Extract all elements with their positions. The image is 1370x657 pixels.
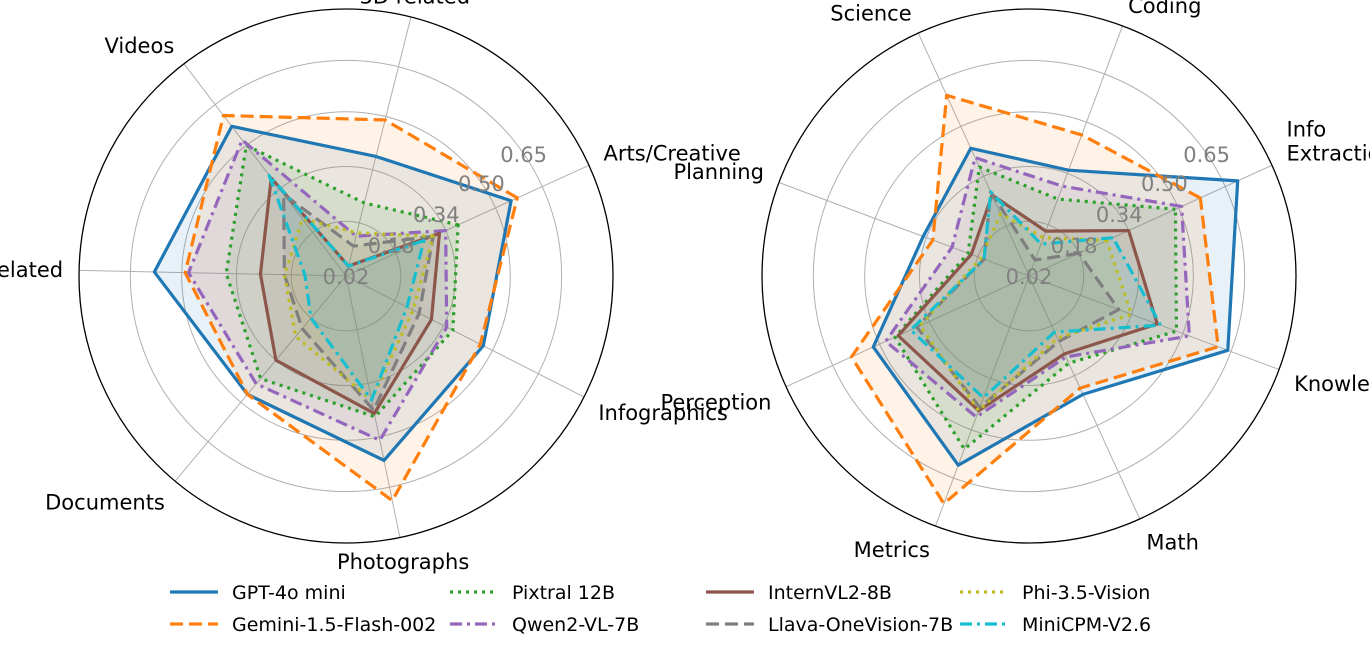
radial-tick-label: 0.18 <box>368 234 415 258</box>
series-fill-llava-onevision-7b <box>916 191 1119 408</box>
legend-label: InternVL2-8B <box>768 582 892 604</box>
grid-spoke <box>1028 25 1123 277</box>
grid-spoke <box>785 275 1030 388</box>
grid-ring <box>129 59 563 493</box>
grid-ring <box>918 165 1140 387</box>
grid-spoke <box>79 269 347 277</box>
grid-spoke <box>935 275 1030 527</box>
category-label: Metrics <box>854 538 930 562</box>
grid-spoke <box>183 63 347 277</box>
series-line-minicpm-v2-6 <box>909 190 1163 400</box>
radial-tick-label: 0.34 <box>1096 203 1143 227</box>
grid-spoke <box>1028 275 1141 520</box>
grid-spoke <box>174 275 347 482</box>
legend-label: Pixtral 12B <box>512 582 615 604</box>
legend-label: Phi-3.5-Vision <box>1022 582 1150 604</box>
grid-spoke <box>345 275 585 398</box>
series-fill-internvl2-8b <box>898 195 1158 411</box>
radial-tick-label: 0.65 <box>500 143 547 167</box>
legend-label: GPT-4o mini <box>232 582 346 604</box>
category-label: Arts/Creative <box>604 142 741 166</box>
series-fill-minicpm-v2-6 <box>910 191 1161 398</box>
grid-spoke <box>917 32 1030 277</box>
series-line-gpt-4o-mini <box>871 146 1240 467</box>
grid-ring <box>290 220 402 332</box>
series-line-llava-onevision-7b <box>282 192 435 412</box>
series-line-qwen2-vl-7b <box>186 138 449 442</box>
legend-label: Llava-OneVision-7B <box>768 614 953 636</box>
category-label: Knowledge <box>1294 372 1370 396</box>
category-label: InfoExtraction <box>1287 118 1370 166</box>
radial-tick-label: 0.50 <box>1141 172 1188 196</box>
legend-label: Qwen2-VL-7B <box>512 614 639 636</box>
grid-ring <box>864 111 1194 441</box>
series-fill-qwen2-vl-7b <box>885 157 1190 418</box>
series-fill-phi-3-5-vision <box>284 218 434 401</box>
series-fill-internvl2-8b <box>260 178 440 414</box>
category-label: Infographics <box>598 401 728 425</box>
grid-spoke <box>1028 275 1280 370</box>
category-label: Videos <box>104 34 174 58</box>
series-fill-pixtral-12b <box>226 145 459 417</box>
legend-label: Gemini-1.5-Flash-002 <box>232 614 436 636</box>
grid-spoke <box>1028 164 1273 277</box>
radial-tick-label: 0.02 <box>1006 265 1053 289</box>
series-line-pixtral-12b <box>893 165 1179 451</box>
series-line-phi-3-5-vision <box>918 212 1134 413</box>
polar-frame <box>78 8 614 544</box>
category-label: Science <box>830 1 911 25</box>
radial-tick-label: 0.50 <box>458 172 505 196</box>
series-line-internvl2-8b <box>258 176 442 416</box>
series-line-internvl2-8b <box>896 193 1159 413</box>
radial-tick-label: 0.02 <box>323 265 370 289</box>
category-label: Photographs <box>337 550 469 574</box>
legend-label: MiniCPM-V2.6 <box>1022 614 1151 636</box>
category-label: Planning <box>673 160 763 184</box>
series-line-gpt-4o-mini <box>152 124 513 462</box>
series-fill-qwen2-vl-7b <box>188 139 447 441</box>
radar-chart-image-categories: 0.02 0.18 0.34 0.50 0.65 Arts/Creative 3D rela… <box>0 0 741 574</box>
grid-ring <box>235 165 457 387</box>
grid-spoke <box>345 16 412 277</box>
grid-ring <box>812 59 1246 493</box>
series-line-llava-onevision-7b <box>915 190 1121 410</box>
series-fill-phi-3-5-vision <box>919 213 1132 411</box>
series-line-gemini-1-5-flash-002 <box>183 113 519 503</box>
category-label: Documents <box>45 490 165 514</box>
category-label: Coding <box>1128 0 1201 18</box>
radial-tick-label: 0.65 <box>1183 143 1230 167</box>
category-label: 3D related <box>360 0 471 8</box>
series-line-qwen2-vl-7b <box>884 156 1191 419</box>
category-label: Perception <box>660 390 771 414</box>
series-line-gemini-1-5-flash-002 <box>849 93 1220 506</box>
radial-tick-label: 0.18 <box>1051 234 1098 258</box>
grid-spoke <box>345 164 590 277</box>
radial-tick-label: 0.34 <box>413 203 460 227</box>
series-fill-gpt-4o-mini <box>154 126 512 461</box>
category-label: Math <box>1146 531 1199 555</box>
radar-chart-task-categories: 0.02 0.18 0.34 0.50 0.65 InfoExtraction Coding… <box>660 0 1370 562</box>
grid-spoke <box>778 182 1030 277</box>
series-fill-minicpm-v2-6 <box>269 175 424 401</box>
category-label: UI related <box>0 258 63 282</box>
legend: GPT-4o mini Gemini-1.5-Flash-002 Pixtral 1… <box>170 582 1151 636</box>
polar-frame <box>761 8 1297 544</box>
series-line-minicpm-v2-6 <box>267 173 426 402</box>
grid-spoke <box>345 275 401 538</box>
